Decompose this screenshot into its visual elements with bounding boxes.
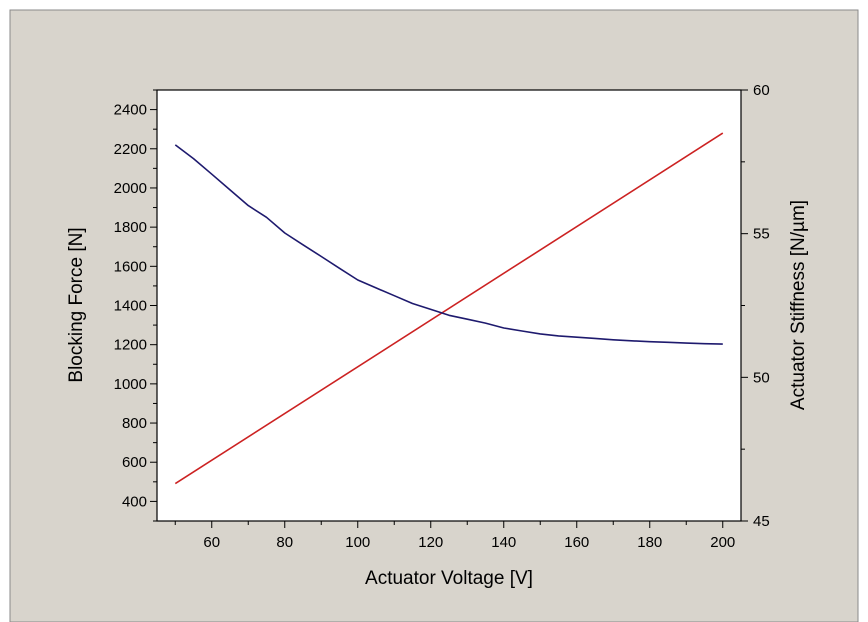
series-line-blocking-force: [174, 144, 723, 345]
y-right-tick-label: 55: [753, 226, 770, 243]
y-right-tick-label: 60: [753, 82, 770, 99]
series-line-stiffness: [174, 132, 724, 485]
y-left-tick-label: 1800: [114, 219, 147, 236]
y-left-axis-title: Blocking Force [N]: [66, 227, 87, 382]
x-tick-label: 120: [418, 534, 443, 551]
ticks-layer: 60 80 100 120 140 160 180 200 400 600 800 1000 1200 1…: [114, 82, 770, 551]
y-left-tick-label: 1400: [114, 298, 147, 315]
x-axis-title: Actuator Voltage [V]: [365, 568, 533, 589]
x-tick-label: 100: [345, 534, 370, 551]
y-left-tick-label: 2200: [114, 141, 147, 158]
y-right-axis-title: Actuator Stiffness [N/µm]: [788, 200, 809, 410]
x-tick-label: 180: [637, 534, 662, 551]
y-left-tick-label: 1600: [114, 258, 147, 275]
y-left-tick-label: 400: [122, 493, 147, 510]
y-left-tick-label: 1200: [114, 337, 147, 354]
y-right-tick-label: 45: [753, 513, 770, 530]
y-right-tick-label: 50: [753, 369, 770, 386]
x-tick-label: 200: [710, 534, 735, 551]
y-left-tick-label: 2000: [114, 180, 147, 197]
x-tick-label: 140: [491, 534, 516, 551]
x-tick-label: 80: [276, 534, 293, 551]
y-left-tick-label: 600: [122, 454, 147, 471]
y-left-tick-label: 800: [122, 415, 147, 432]
x-tick-label: 60: [203, 534, 220, 551]
y-left-tick-label: 1000: [114, 376, 147, 393]
series-layer: [174, 132, 724, 485]
x-tick-label: 160: [564, 534, 589, 551]
plot-area: [156, 89, 742, 522]
y-left-tick-label: 2400: [114, 102, 147, 119]
